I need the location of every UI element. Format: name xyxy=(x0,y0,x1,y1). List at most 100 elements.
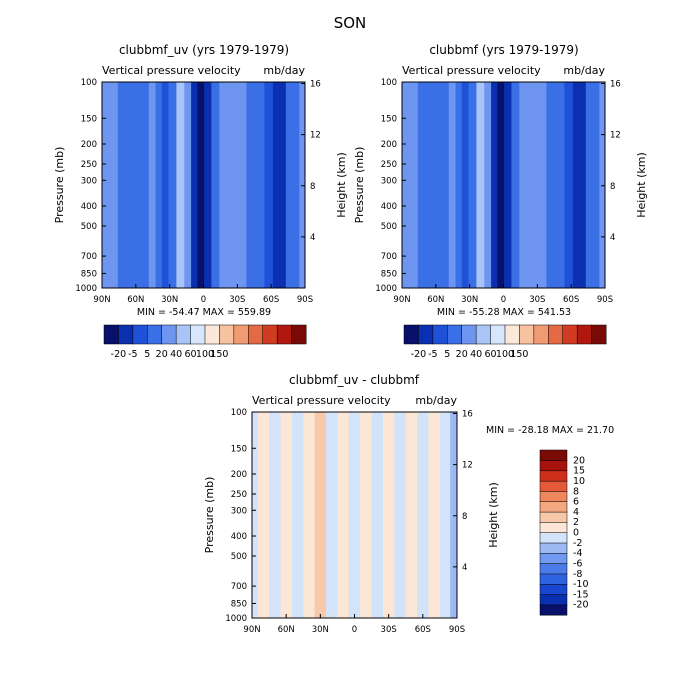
colorbar-label: -5 xyxy=(128,349,137,360)
x-tick-label: 90S xyxy=(449,625,465,635)
field-column xyxy=(417,412,430,618)
x-tick-label: 90S xyxy=(597,295,613,305)
colorbar-swatch xyxy=(118,324,134,345)
panel-clubbmf: clubbmf (yrs 1979-1979) Vertical pressur… xyxy=(353,43,648,360)
field-column xyxy=(272,82,281,288)
field-column xyxy=(299,82,305,288)
colorbar-swatch xyxy=(276,324,293,345)
colorbar-label: 4 xyxy=(573,507,579,518)
y2-axis-label: Height (km) xyxy=(635,152,648,218)
y-tick-label: 300 xyxy=(81,176,97,186)
colorbar-swatch xyxy=(539,491,568,503)
min-max-readout: MIN = -28.18 MAX = 21.70 xyxy=(486,425,614,436)
field-column xyxy=(291,412,304,618)
y-tick-label: 400 xyxy=(81,202,97,212)
y-tick-label: 500 xyxy=(231,552,247,562)
y-tick-label: 850 xyxy=(81,269,97,279)
colorbar-swatch xyxy=(591,324,607,345)
colorbar-label: 20 xyxy=(156,349,168,360)
colorbar-label: 40 xyxy=(470,349,482,360)
y2-tick-label: 8 xyxy=(610,182,615,192)
colorbar-swatch xyxy=(539,563,568,575)
colorbar-swatch xyxy=(132,324,148,345)
field-column xyxy=(348,412,361,618)
field-column xyxy=(579,82,587,288)
colorbar-swatch xyxy=(539,460,568,472)
y-tick-label: 250 xyxy=(81,160,97,170)
x-tick-label: 90N xyxy=(393,295,410,305)
field-column xyxy=(280,412,293,618)
y-tick-label: 200 xyxy=(81,140,97,150)
colorbar-label: 5 xyxy=(444,349,450,360)
field-column xyxy=(211,82,220,288)
field-column xyxy=(468,82,477,288)
field-column xyxy=(448,82,457,288)
colorbar-label: 60 xyxy=(185,349,197,360)
colorbar-swatch xyxy=(539,480,568,492)
y-tick-label: 100 xyxy=(231,408,247,418)
field-column xyxy=(314,412,327,618)
contour-field xyxy=(102,82,305,288)
y2-tick-label: 12 xyxy=(610,131,621,141)
colorbar-label: 150 xyxy=(210,349,228,360)
field-column xyxy=(599,82,605,288)
field-column xyxy=(326,412,338,618)
field-column xyxy=(428,412,441,618)
colorbar-label: 0 xyxy=(573,528,579,539)
colorbar-swatch xyxy=(562,324,578,345)
y-tick-label: 300 xyxy=(381,176,397,186)
field-column xyxy=(161,82,170,288)
field-column xyxy=(450,412,457,618)
x-tick-label: 90N xyxy=(243,625,260,635)
y2-tick-label: 4 xyxy=(610,233,615,243)
field-column xyxy=(246,82,256,288)
panel-subtitle: Vertical pressure velocity xyxy=(252,394,391,407)
y-tick-label: 150 xyxy=(231,444,247,454)
y-axis: 100 150 200 250 300 400 500 700 850 1000 xyxy=(375,78,406,294)
y-tick-label: 700 xyxy=(231,582,247,592)
x-tick-label: 30S xyxy=(381,625,397,635)
y2-tick-label: 16 xyxy=(610,80,621,90)
colorbar-swatch xyxy=(539,604,568,616)
colorbar-swatch xyxy=(539,552,568,564)
y-tick-label: 150 xyxy=(381,114,397,124)
field-column xyxy=(497,82,505,288)
y-axis-label: Pressure (mb) xyxy=(203,477,216,554)
field-column xyxy=(394,412,407,618)
colorbar-label: 8 xyxy=(573,486,579,497)
field-column xyxy=(427,82,440,288)
colorbar-swatch xyxy=(548,324,564,345)
colorbar-label: 6 xyxy=(573,497,579,508)
field-column xyxy=(555,82,565,288)
colorbar-label: -15 xyxy=(573,589,589,600)
colorbar-swatch xyxy=(103,324,119,345)
y2-axis: 4 8 12 16 xyxy=(601,80,621,243)
field-column xyxy=(461,82,470,288)
field-column xyxy=(176,82,185,288)
colorbar-swatch xyxy=(204,324,220,345)
colorbar-swatch xyxy=(539,449,568,461)
colorbar-swatch xyxy=(161,324,177,345)
colorbar-swatch xyxy=(539,501,568,513)
y2-axis-label: Height (km) xyxy=(487,482,500,548)
field-column xyxy=(360,412,373,618)
panel-subtitle: Vertical pressure velocity xyxy=(102,64,241,77)
y-axis: 100 150 200 250 300 400 500 700 850 1000 xyxy=(225,408,256,624)
field-column xyxy=(292,82,300,288)
y2-tick-label: 16 xyxy=(462,410,473,420)
colorbar-label: 100 xyxy=(196,349,214,360)
y-axis-label: Pressure (mb) xyxy=(53,147,66,224)
colorbar-label: 20 xyxy=(573,455,585,466)
colorbar-swatch xyxy=(262,324,278,345)
field-column xyxy=(139,82,150,288)
colorbar-swatch xyxy=(432,324,448,345)
field-column xyxy=(511,82,520,288)
y-tick-label: 300 xyxy=(231,506,247,516)
colorbar-label: -20 xyxy=(573,600,589,611)
field-column xyxy=(252,412,259,618)
colorbar-label: 150 xyxy=(510,349,528,360)
